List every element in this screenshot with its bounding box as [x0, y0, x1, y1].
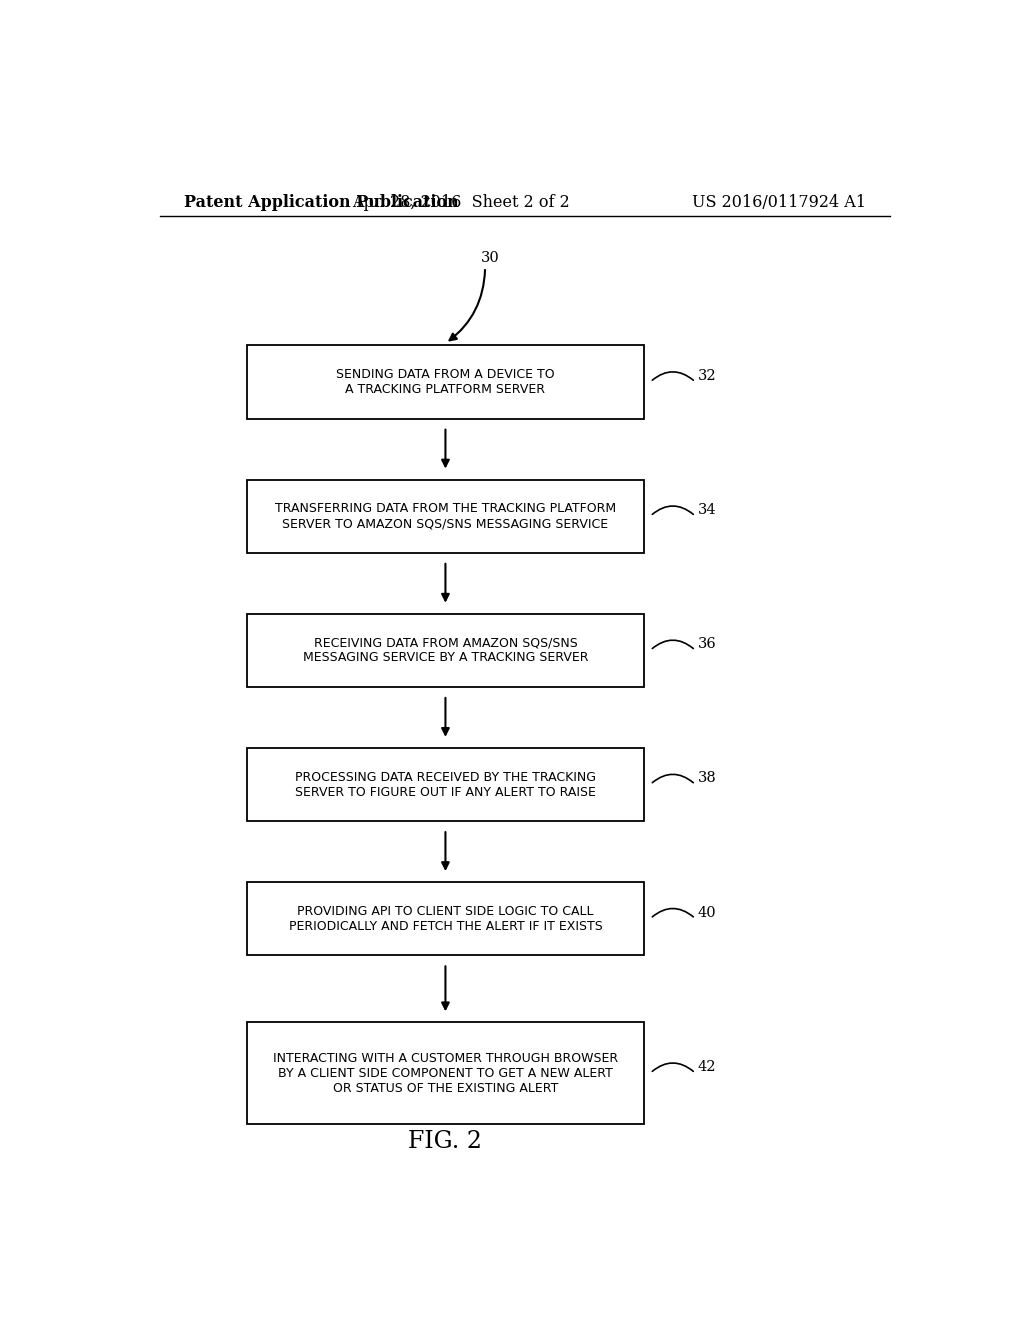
Text: PROCESSING DATA RECEIVED BY THE TRACKING
SERVER TO FIGURE OUT IF ANY ALERT TO RA: PROCESSING DATA RECEIVED BY THE TRACKING… — [295, 771, 596, 799]
FancyBboxPatch shape — [247, 1022, 644, 1125]
Text: FIG. 2: FIG. 2 — [409, 1130, 482, 1152]
Text: US 2016/0117924 A1: US 2016/0117924 A1 — [692, 194, 866, 211]
Text: 42: 42 — [697, 1060, 717, 1074]
FancyBboxPatch shape — [247, 479, 644, 553]
Text: INTERACTING WITH A CUSTOMER THROUGH BROWSER
BY A CLIENT SIDE COMPONENT TO GET A : INTERACTING WITH A CUSTOMER THROUGH BROW… — [272, 1052, 618, 1094]
Text: RECEIVING DATA FROM AMAZON SQS/SNS
MESSAGING SERVICE BY A TRACKING SERVER: RECEIVING DATA FROM AMAZON SQS/SNS MESSA… — [303, 636, 588, 664]
Text: PROVIDING API TO CLIENT SIDE LOGIC TO CALL
PERIODICALLY AND FETCH THE ALERT IF I: PROVIDING API TO CLIENT SIDE LOGIC TO CA… — [289, 904, 602, 933]
Text: Patent Application Publication: Patent Application Publication — [183, 194, 459, 211]
FancyBboxPatch shape — [247, 346, 644, 418]
Text: SENDING DATA FROM A DEVICE TO
A TRACKING PLATFORM SERVER: SENDING DATA FROM A DEVICE TO A TRACKING… — [336, 368, 555, 396]
Text: TRANSFERRING DATA FROM THE TRACKING PLATFORM
SERVER TO AMAZON SQS/SNS MESSAGING : TRANSFERRING DATA FROM THE TRACKING PLAT… — [274, 502, 616, 531]
Text: Apr. 28, 2016  Sheet 2 of 2: Apr. 28, 2016 Sheet 2 of 2 — [352, 194, 570, 211]
Text: 38: 38 — [697, 771, 717, 785]
Text: 40: 40 — [697, 906, 717, 920]
Text: 34: 34 — [697, 503, 717, 517]
Text: 36: 36 — [697, 638, 717, 651]
Text: 30: 30 — [481, 251, 500, 265]
FancyBboxPatch shape — [247, 748, 644, 821]
FancyBboxPatch shape — [247, 614, 644, 686]
Text: 32: 32 — [697, 368, 717, 383]
FancyBboxPatch shape — [247, 882, 644, 956]
